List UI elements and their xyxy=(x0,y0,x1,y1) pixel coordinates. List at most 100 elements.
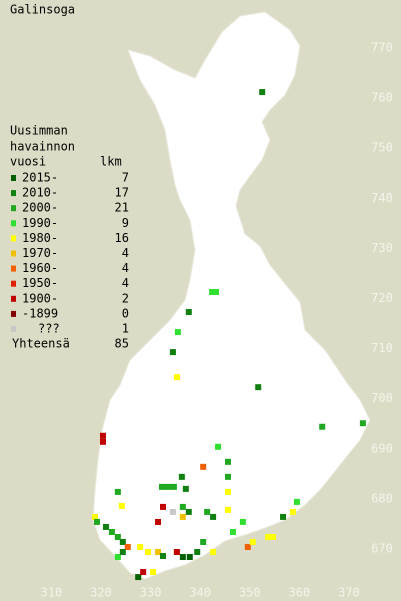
x-tick-label: 350 xyxy=(239,586,261,600)
legend-count: 4 xyxy=(122,276,129,290)
legend-label: 2010- xyxy=(22,186,58,200)
observation xyxy=(140,569,147,576)
legend-total-label: Yhteensä xyxy=(12,337,70,351)
observation xyxy=(155,549,162,556)
legend-label: 1990- xyxy=(22,216,58,230)
observation xyxy=(174,329,181,336)
legend-count: 17 xyxy=(115,186,129,200)
observation xyxy=(359,420,366,427)
observation xyxy=(239,518,246,525)
observation xyxy=(186,554,193,561)
legend-count: 1 xyxy=(122,322,129,336)
observation xyxy=(185,309,192,316)
observation xyxy=(108,528,115,535)
legend-label: 1900- xyxy=(22,291,58,305)
y-tick-label: 740 xyxy=(371,191,393,205)
observation xyxy=(102,523,109,530)
observation xyxy=(124,543,131,550)
legend-count: 2 xyxy=(122,291,129,305)
observation xyxy=(293,498,300,505)
legend-swatch xyxy=(11,235,16,242)
y-tick-label: 720 xyxy=(371,291,393,305)
observation xyxy=(194,549,201,556)
x-tick-label: 370 xyxy=(338,586,360,600)
observation xyxy=(249,538,256,545)
observation xyxy=(179,503,186,510)
observation xyxy=(99,432,106,439)
observation xyxy=(204,508,211,515)
observation xyxy=(169,508,176,515)
observation xyxy=(289,508,296,515)
observation xyxy=(182,485,189,492)
observation xyxy=(265,533,272,540)
legend-label: -1899 xyxy=(22,306,58,320)
observation xyxy=(119,538,126,545)
observation xyxy=(200,463,207,470)
y-tick-label: 730 xyxy=(371,241,393,255)
observation xyxy=(178,473,185,480)
legend-swatch xyxy=(11,175,16,181)
legend-swatch xyxy=(11,265,16,272)
observation xyxy=(173,374,180,381)
observation xyxy=(94,518,101,525)
observation xyxy=(135,574,142,581)
observation xyxy=(259,89,266,96)
observation xyxy=(213,288,220,295)
legend-count: 9 xyxy=(122,216,129,230)
legend-label: 1950- xyxy=(22,276,58,290)
legend-total: 85 xyxy=(115,337,129,351)
observation xyxy=(210,513,217,520)
observation xyxy=(137,543,144,550)
observation xyxy=(99,438,106,445)
observation xyxy=(224,458,231,465)
legend-heading: havainnon xyxy=(10,140,75,154)
legend-count: 4 xyxy=(122,246,129,260)
legend-count: 4 xyxy=(122,261,129,275)
observation xyxy=(200,538,207,545)
legend-swatch xyxy=(11,205,16,212)
legend-heading: vuosi xyxy=(10,155,46,169)
observation xyxy=(173,549,180,556)
title: Galinsoga xyxy=(10,3,75,17)
legend-label: 2015- xyxy=(22,171,58,185)
y-tick-label: 670 xyxy=(371,542,393,556)
legend-swatch xyxy=(11,280,16,287)
legend-swatch xyxy=(11,310,16,317)
observation xyxy=(160,553,166,560)
observation xyxy=(159,483,166,490)
x-tick-label: 320 xyxy=(90,586,112,600)
legend-count-heading: lkm xyxy=(100,155,122,169)
observation xyxy=(319,423,326,430)
observation xyxy=(185,508,192,515)
legend-count: 21 xyxy=(115,201,129,215)
observation xyxy=(92,513,99,520)
observation xyxy=(244,543,251,550)
observation xyxy=(118,502,125,509)
x-tick-label: 360 xyxy=(289,586,311,600)
y-tick-label: 680 xyxy=(371,491,393,505)
observation xyxy=(280,513,287,520)
observation xyxy=(224,488,231,495)
observation xyxy=(224,506,231,513)
observation xyxy=(164,483,171,490)
observation xyxy=(114,488,121,495)
legend-swatch xyxy=(11,250,16,257)
observation xyxy=(114,533,121,540)
legend-swatch xyxy=(11,190,16,197)
legend-label: 1960- xyxy=(22,261,58,275)
observation xyxy=(155,518,162,525)
legend-label: ??? xyxy=(38,322,60,336)
observation xyxy=(170,483,177,490)
legend-swatch xyxy=(11,220,16,227)
y-tick-label: 700 xyxy=(371,391,393,405)
y-tick-label: 690 xyxy=(371,441,393,455)
observation xyxy=(229,528,236,535)
legend-label: 1970- xyxy=(22,246,58,260)
y-tick-label: 750 xyxy=(371,141,393,155)
observation xyxy=(119,549,126,556)
x-tick-label: 310 xyxy=(41,586,63,600)
observation xyxy=(179,513,186,520)
y-tick-label: 710 xyxy=(371,341,393,355)
legend-label: 1980- xyxy=(22,231,58,245)
